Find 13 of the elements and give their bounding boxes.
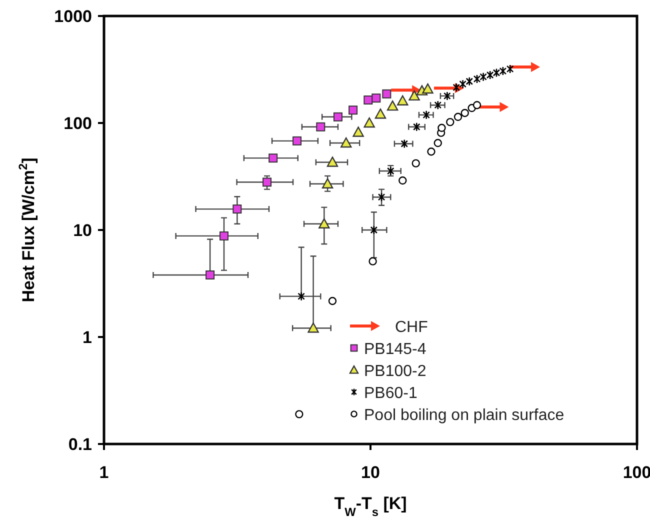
y-tick-label: 0.1 (68, 435, 92, 454)
x-tick-label: 10 (361, 463, 380, 482)
legend-label: PB145-4 (364, 341, 426, 358)
y-tick-label: 1000 (54, 7, 92, 26)
y-tick-label: 1 (82, 328, 92, 347)
legend-label: Pool boiling on plain surface (364, 407, 564, 424)
legend-label: PB60-1 (364, 385, 418, 402)
y-tick-label: 100 (64, 114, 92, 133)
x-axis-title: T$_{W}$-T$_{s}$ [K] (334, 494, 407, 519)
legend-label: CHF (395, 319, 428, 336)
x-tick-label: 1 (99, 463, 109, 482)
y-tick-label: 10 (73, 221, 92, 240)
legend-label: PB100-2 (364, 363, 426, 380)
